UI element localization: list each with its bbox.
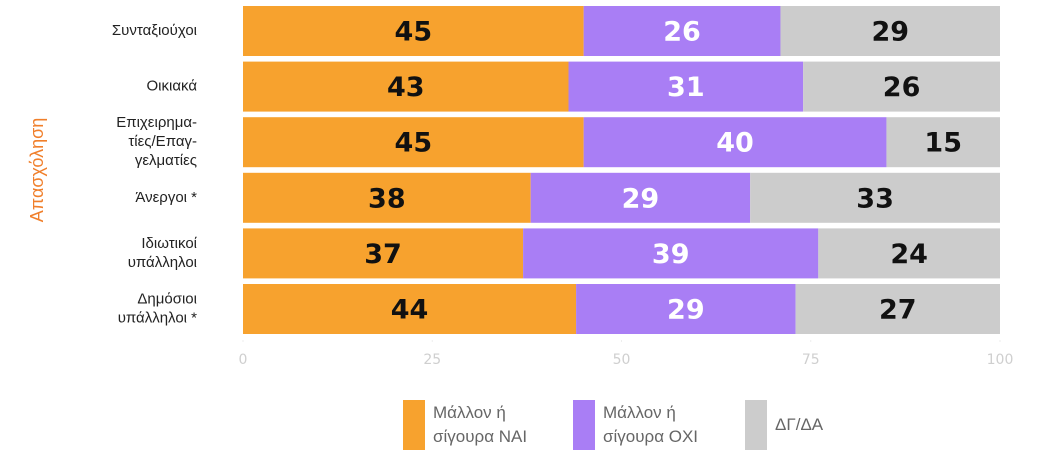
value-label: 26 — [663, 17, 701, 48]
bar-segment — [818, 228, 1000, 279]
legend-entry: Μάλλον ή σίγουρα ΟΧΙ — [603, 403, 699, 446]
bar-segment — [780, 6, 1000, 56]
y-tick-label: υπάλληλοι * — [118, 309, 197, 326]
bar-segment — [583, 6, 781, 56]
bar-segment — [568, 61, 804, 112]
bar-segment — [243, 61, 569, 112]
y-tick-label: υπάλληλοι — [128, 254, 197, 271]
value-label: 45 — [395, 17, 433, 48]
legend-label: Μάλλον ή σίγουρα ΟΧΙ — [603, 403, 699, 446]
value-label: 44 — [391, 295, 429, 326]
value-label: 40 — [716, 128, 754, 159]
bar-segment — [243, 284, 577, 334]
legend-label: ΔΓ/ΔΑ — [775, 415, 824, 434]
bar-segment — [523, 228, 819, 279]
y-tick-label: Επιχειρημα- — [116, 114, 197, 131]
bar-segment — [243, 228, 524, 279]
bar-segment — [795, 284, 1000, 334]
y-tick-label: Οικιακά — [147, 78, 198, 95]
value-label: 29 — [667, 295, 705, 326]
y-tick-label: Δημόσιοι — [137, 290, 197, 307]
value-label: 29 — [622, 183, 660, 214]
value-label: 29 — [871, 17, 909, 48]
value-label: 15 — [924, 128, 962, 159]
value-label: 43 — [387, 72, 425, 103]
bar-segment — [530, 172, 751, 223]
legend-swatch — [403, 400, 425, 450]
legend-swatch — [573, 400, 595, 450]
x-tick-label: 75 — [802, 352, 820, 368]
bar-segment — [803, 61, 1000, 112]
y-tick-label: γελματίες — [135, 152, 197, 169]
y-tick-label: Συνταξιούχοι — [112, 22, 197, 39]
value-label: 27 — [879, 295, 917, 326]
x-tick-label: 100 — [987, 352, 1014, 368]
legend-label: Μάλλον ή σίγουρα ΝΑΙ — [433, 403, 528, 446]
bar-segment — [243, 172, 531, 223]
value-label: 33 — [856, 183, 894, 214]
legend-entry: Μάλλον ή σίγουρα ΝΑΙ — [433, 403, 528, 446]
y-tick-label: Ιδιωτικοί — [141, 235, 197, 252]
bar-segment — [243, 117, 584, 168]
value-label: 26 — [883, 72, 921, 103]
y-tick-label: τίες/Επαγ- — [128, 133, 197, 150]
value-label: 38 — [368, 183, 406, 214]
y-tick-label: Άνεργοι * — [135, 189, 197, 206]
x-tick-label: 25 — [423, 352, 441, 368]
x-tick-label: 50 — [613, 352, 631, 368]
bar-segment — [886, 117, 1000, 168]
x-tick-label: 0 — [239, 352, 248, 368]
value-label: 24 — [890, 239, 928, 270]
value-label: 37 — [364, 239, 402, 270]
axis-label: Απασχόληση — [27, 118, 47, 222]
bar-segment — [583, 117, 887, 168]
bar-segment — [576, 284, 796, 334]
legend-swatch — [745, 400, 767, 450]
value-label: 31 — [667, 72, 705, 103]
legend-entry: ΔΓ/ΔΑ — [775, 415, 824, 434]
value-label: 39 — [652, 239, 690, 270]
bar-segment — [243, 6, 584, 56]
value-label: 45 — [395, 128, 433, 159]
bar-segment — [750, 172, 1000, 223]
